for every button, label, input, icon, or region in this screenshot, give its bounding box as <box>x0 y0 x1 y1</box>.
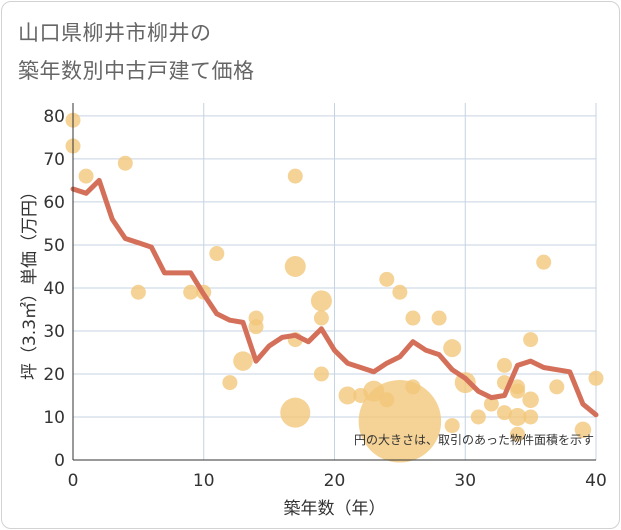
x-tick-label: 30 <box>454 471 476 491</box>
y-tick-label: 0 <box>54 451 65 471</box>
data-point <box>523 409 539 425</box>
data-point <box>313 366 329 382</box>
data-point <box>209 246 225 262</box>
chart-title-line2: 築年数別中古戸建て価格 <box>18 59 255 83</box>
data-point <box>130 284 146 300</box>
trend-line-group <box>70 177 599 418</box>
data-point <box>287 168 303 184</box>
x-tick-label: 40 <box>585 471 607 491</box>
data-point <box>405 379 421 395</box>
data-point <box>470 409 486 425</box>
trend-line <box>70 177 599 418</box>
data-point <box>574 421 592 439</box>
data-point <box>310 290 332 312</box>
y-axis-label: 坪（3.3㎡）単価（万円） <box>20 183 40 380</box>
y-tick-label: 70 <box>43 150 65 170</box>
bubbles <box>65 112 604 463</box>
data-point <box>483 396 499 412</box>
data-point <box>588 370 604 386</box>
y-tick-label: 40 <box>43 279 65 299</box>
data-point <box>117 155 133 171</box>
data-point <box>522 391 539 409</box>
data-point <box>443 339 462 358</box>
data-point <box>496 405 512 421</box>
data-point <box>222 375 238 391</box>
data-point <box>523 332 539 348</box>
y-tick-label: 10 <box>43 408 65 428</box>
data-point <box>248 319 264 335</box>
grid <box>73 103 597 460</box>
data-point <box>284 255 306 277</box>
data-point <box>233 351 253 371</box>
data-point <box>78 168 94 184</box>
data-point <box>508 407 527 426</box>
size-note: 円の大きさは、取引のあった物件面積を示す <box>354 432 594 447</box>
y-tick-label: 30 <box>43 322 65 342</box>
data-point <box>183 284 199 300</box>
y-tick-label: 50 <box>43 236 65 256</box>
data-point <box>405 310 421 326</box>
data-point <box>431 310 447 326</box>
data-point <box>358 380 442 463</box>
x-axis-label: 築年数（年） <box>284 499 386 519</box>
data-point <box>510 426 526 442</box>
y-tick-label: 20 <box>43 365 65 385</box>
data-point <box>313 310 329 326</box>
data-point <box>280 397 311 428</box>
data-point <box>444 418 460 434</box>
data-point <box>338 386 357 405</box>
axes: 0 10 20 30 40 0 10 20 30 40 50 60 70 80 <box>43 103 607 491</box>
data-point <box>549 379 565 395</box>
chart-title-line1: 山口県柳井市柳井の <box>18 21 212 45</box>
x-tick-label: 10 <box>193 471 215 491</box>
data-point <box>536 254 552 270</box>
data-point <box>379 271 395 287</box>
x-tick-label: 20 <box>324 471 346 491</box>
data-point <box>392 284 408 300</box>
data-point <box>496 357 512 373</box>
y-tick-label: 80 <box>43 107 65 127</box>
data-point <box>510 383 526 399</box>
y-tick-label: 60 <box>43 193 65 213</box>
x-tick-label: 0 <box>68 471 79 491</box>
